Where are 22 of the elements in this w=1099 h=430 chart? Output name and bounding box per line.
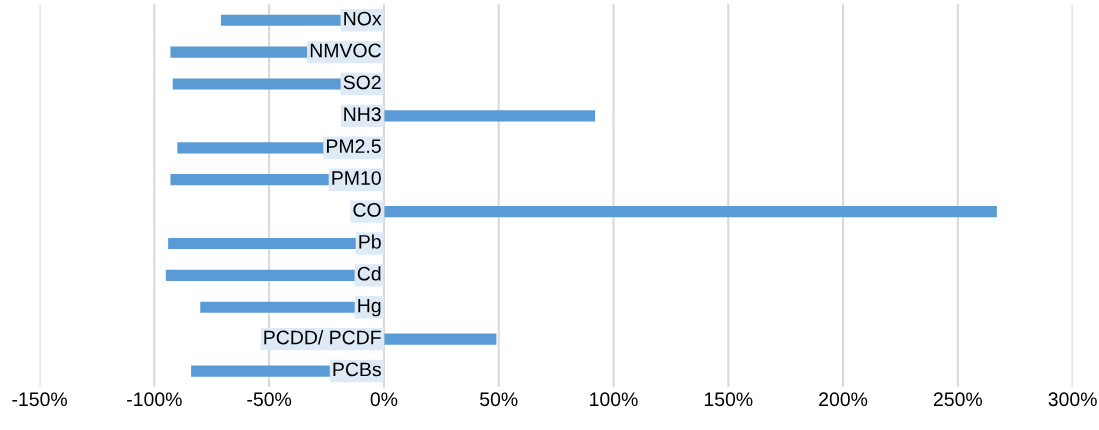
y-tick-label: SO2 (343, 75, 381, 90)
x-tick-label: -50% (247, 392, 292, 407)
y-tick-label: NH3 (344, 107, 381, 122)
y-tick-label: PCDD/ PCDF (264, 330, 381, 345)
y-tick-label: PM2.5 (327, 139, 381, 154)
x-tick-label: 200% (819, 392, 868, 407)
y-tick-label: Cd (357, 266, 381, 281)
x-tick-label: -100% (127, 392, 182, 407)
y-tick-label: Hg (358, 298, 381, 317)
x-tick-label: 150% (704, 392, 753, 407)
y-tick-label: PCBs (333, 362, 381, 377)
x-tick-label: 100% (590, 392, 638, 407)
y-tick-label: Pb (359, 234, 381, 249)
x-tick-label: 250% (933, 392, 983, 407)
y-tick-label: CO (353, 203, 381, 217)
y-tick-label: NOx (344, 11, 382, 26)
y-tick-label: NMVOC (310, 43, 381, 58)
y-tick-label: PM10 (332, 171, 381, 185)
x-tick-label: 50% (480, 392, 518, 407)
x-tick-label: 300% (1048, 392, 1097, 407)
x-tick-label: 0% (370, 392, 398, 407)
x-tick-label: -150% (12, 392, 67, 407)
